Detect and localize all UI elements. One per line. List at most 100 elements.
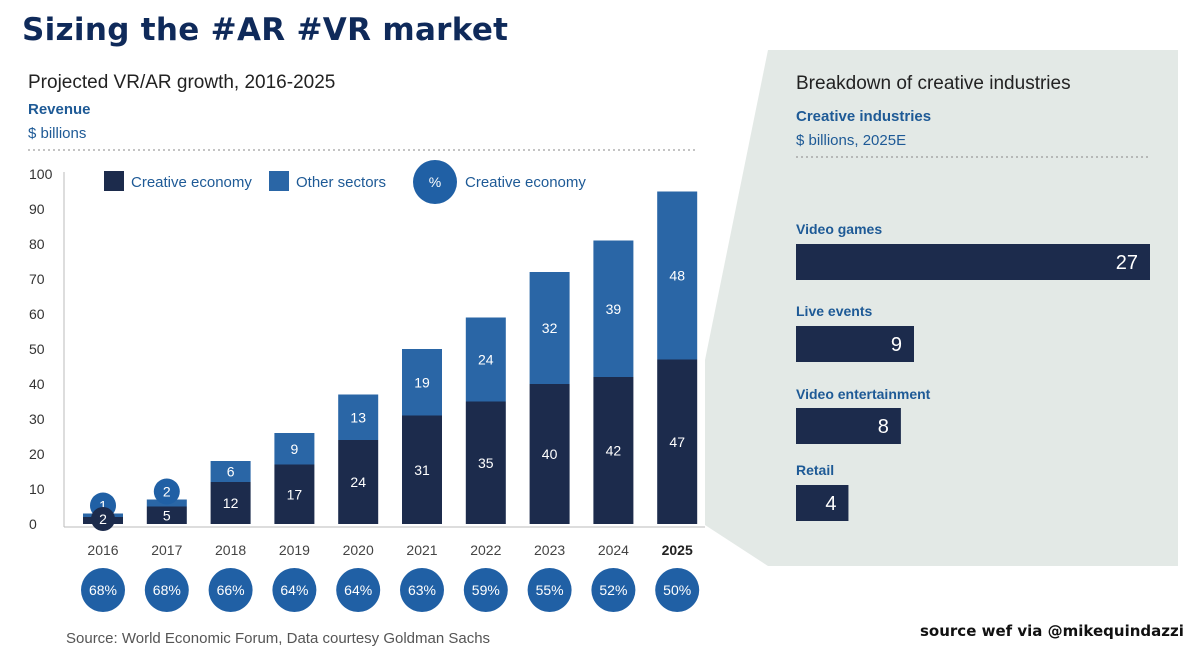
- breakdown-value-label: 4: [825, 493, 836, 515]
- value-label-creative: 40: [542, 446, 558, 462]
- y-tick-label: 40: [29, 376, 45, 392]
- x-tick-label: 2022: [470, 542, 501, 558]
- y-tick-label: 60: [29, 306, 45, 322]
- x-tick-label: 2024: [598, 542, 629, 558]
- share-percent-label: 52%: [599, 582, 627, 598]
- breakdown-title: Breakdown of creative industries: [796, 73, 1071, 94]
- value-label-creative: 47: [669, 434, 685, 450]
- x-tick-label: 2017: [151, 542, 182, 558]
- legend-label-creative: Creative economy: [131, 174, 252, 191]
- bar-other-sectors: [402, 349, 442, 416]
- breakdown-units: $ billions, 2025E: [796, 132, 907, 149]
- y-tick-label: 0: [29, 516, 37, 532]
- value-label-creative: 42: [606, 443, 622, 459]
- y-tick-label: 10: [29, 481, 45, 497]
- legend-swatch-other: [269, 171, 289, 191]
- y-tick-label: 50: [29, 341, 45, 357]
- breakdown-panel: [705, 50, 1178, 566]
- breakdown-category-label: Video entertainment: [796, 386, 931, 402]
- bar-other-sectors: [274, 433, 315, 465]
- bar-other-sectors: [338, 394, 379, 440]
- share-percent-label: 59%: [472, 582, 500, 598]
- value-label-other: 1: [99, 498, 107, 514]
- bar-other-sectors: [593, 240, 634, 377]
- value-bubble-creative: [91, 507, 115, 531]
- value-bubble-other: [153, 478, 180, 505]
- value-label-creative: 35: [478, 455, 494, 471]
- bar-creative-economy: [146, 506, 187, 524]
- value-label-other: 39: [606, 301, 622, 317]
- value-label-other: 24: [478, 352, 494, 368]
- breakdown-bar: [796, 408, 901, 444]
- bar-creative-economy: [593, 377, 634, 524]
- x-tick-label: 2025: [662, 542, 693, 558]
- credit-note: source wef via @mikequindazzi: [920, 622, 1184, 640]
- breakdown-bar: [796, 326, 914, 362]
- y-tick-label: 90: [29, 201, 45, 217]
- value-label-other: 6: [227, 464, 235, 480]
- bar-creative-economy: [402, 415, 442, 524]
- x-tick-label: 2020: [343, 542, 374, 558]
- legend-swatch-share: [413, 160, 457, 204]
- breakdown-value-label: 27: [1116, 252, 1138, 274]
- breakdown-bar: [796, 244, 1150, 280]
- chart-title: Projected VR/AR growth, 2016-2025: [28, 72, 336, 93]
- bar-creative-economy: [465, 401, 506, 524]
- value-label-creative: 2: [99, 511, 107, 527]
- share-percent-label: 64%: [344, 582, 372, 598]
- value-label-other: 19: [414, 374, 430, 390]
- bar-other-sectors: [657, 191, 698, 360]
- share-percent-label: 55%: [536, 582, 564, 598]
- bar-other-sectors: [465, 317, 506, 402]
- legend-swatch-creative: [104, 171, 124, 191]
- value-label-other: 48: [669, 268, 685, 284]
- bar-creative-economy: [210, 482, 251, 524]
- bar-other-sectors: [210, 461, 251, 482]
- share-percent-label: 68%: [153, 582, 181, 598]
- breakdown-category-label: Live events: [796, 303, 872, 319]
- x-tick-label: 2016: [87, 542, 118, 558]
- breakdown-value-label: 8: [878, 416, 889, 438]
- bar-creative-economy: [657, 359, 698, 524]
- bar-other-sectors: [529, 272, 570, 384]
- x-tick-label: 2019: [279, 542, 310, 558]
- breakdown-value-label: 9: [891, 334, 902, 356]
- bar-creative-economy: [274, 464, 315, 524]
- breakdown-category-label: Retail: [796, 462, 834, 478]
- share-percent-label: 64%: [280, 582, 308, 598]
- share-percent-label: 63%: [408, 582, 436, 598]
- value-label-creative: 24: [350, 474, 366, 490]
- breakdown-subtitle: Creative industries: [796, 108, 932, 125]
- share-circle: [655, 568, 700, 612]
- share-circle: [208, 568, 253, 612]
- value-label-creative: 31: [414, 462, 430, 478]
- x-tick-label: 2021: [406, 542, 437, 558]
- breakdown-bar: [796, 485, 849, 521]
- value-label-creative: 5: [163, 507, 171, 523]
- value-label-other: 9: [291, 441, 299, 457]
- value-label-creative: 17: [287, 486, 303, 502]
- bar-creative-economy: [529, 384, 570, 524]
- share-percent-label: 50%: [663, 582, 691, 598]
- y-tick-label: 20: [29, 446, 45, 462]
- x-tick-label: 2023: [534, 542, 565, 558]
- chart-units: $ billions: [28, 125, 87, 142]
- share-circle: [144, 568, 189, 612]
- page-title: Sizing the #AR #VR market: [22, 12, 509, 48]
- value-label-other: 32: [542, 320, 558, 336]
- share-circle: [400, 568, 444, 612]
- y-tick-label: 70: [29, 271, 45, 287]
- share-circle: [336, 568, 381, 612]
- y-tick-label: 80: [29, 236, 45, 252]
- share-percent-label: 66%: [217, 582, 245, 598]
- legend-share-symbol: %: [429, 174, 441, 190]
- share-circle: [272, 568, 317, 612]
- share-circle: [463, 568, 508, 612]
- value-label-other: 13: [350, 409, 366, 425]
- value-label-other: 2: [163, 484, 171, 500]
- y-tick-label: 100: [29, 166, 53, 182]
- breakdown-category-label: Video games: [796, 221, 882, 237]
- share-circle: [527, 568, 572, 612]
- share-percent-label: 68%: [89, 582, 117, 598]
